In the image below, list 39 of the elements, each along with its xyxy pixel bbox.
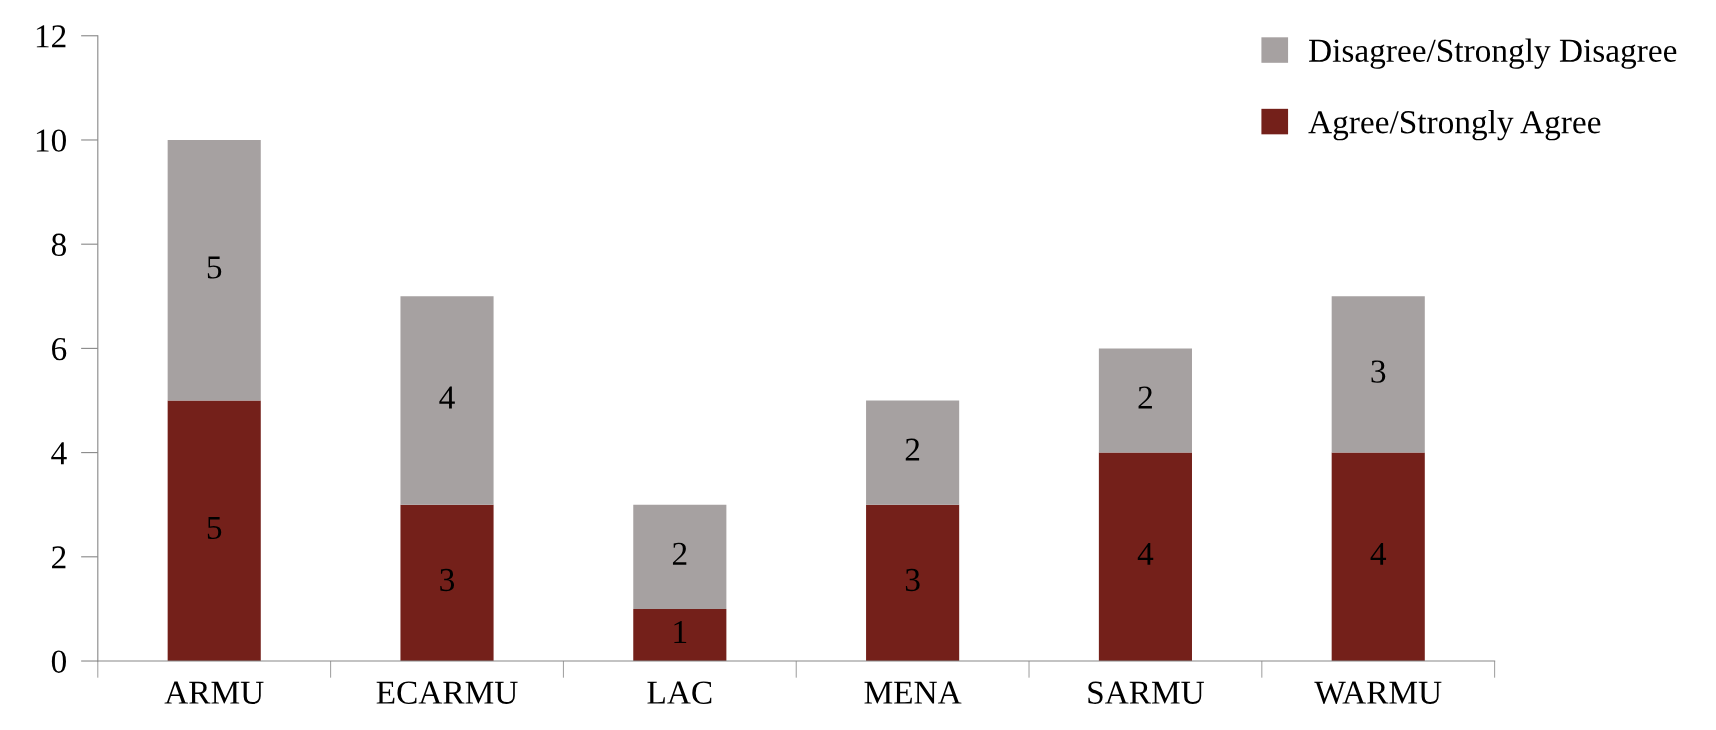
x-tick-label: MENA	[864, 681, 962, 704]
y-tick-label: 6	[52, 337, 67, 361]
bar	[633, 504, 727, 609]
bar	[400, 296, 494, 505]
data-label: 5	[207, 256, 222, 279]
x-tick-label: WARMU	[1314, 681, 1442, 705]
legend-label: Disagree/Strongly Disagree	[1309, 38, 1677, 69]
x-tick-label: LAC	[647, 681, 712, 704]
bar	[1331, 296, 1425, 453]
data-label: 1	[674, 620, 687, 643]
data-label: 5	[207, 516, 222, 540]
legend-label: Agree/Strongly Agree	[1308, 110, 1601, 141]
bar	[866, 504, 960, 662]
y-tick-label: 4	[51, 442, 67, 465]
data-label: 4	[439, 386, 455, 409]
data-label: 3	[1371, 360, 1386, 383]
data-label: 4	[1137, 542, 1154, 565]
bar	[1098, 452, 1192, 662]
data-label: 2	[1138, 386, 1152, 409]
y-tick-label: 2	[52, 546, 66, 569]
bar	[866, 400, 960, 505]
y-tick-label: 8	[51, 233, 66, 257]
data-label: 2	[672, 542, 687, 565]
data-label: 2	[905, 438, 920, 461]
x-tick-label: SARMU	[1088, 681, 1205, 704]
y-tick-label: 10	[36, 129, 66, 152]
bar	[633, 608, 727, 662]
data-label: 3	[905, 568, 920, 592]
x-tick-label: ARMU	[164, 681, 264, 704]
y-tick-label: 0	[51, 650, 66, 673]
bar	[167, 139, 261, 401]
y-tick-label: 12	[36, 25, 66, 48]
bar	[400, 504, 494, 662]
bar	[167, 400, 261, 662]
bar	[1331, 452, 1425, 662]
data-label: 3	[440, 568, 455, 592]
bar	[1098, 348, 1192, 453]
x-tick-label: ECARMU	[376, 681, 518, 704]
data-label: 4	[1370, 542, 1387, 565]
